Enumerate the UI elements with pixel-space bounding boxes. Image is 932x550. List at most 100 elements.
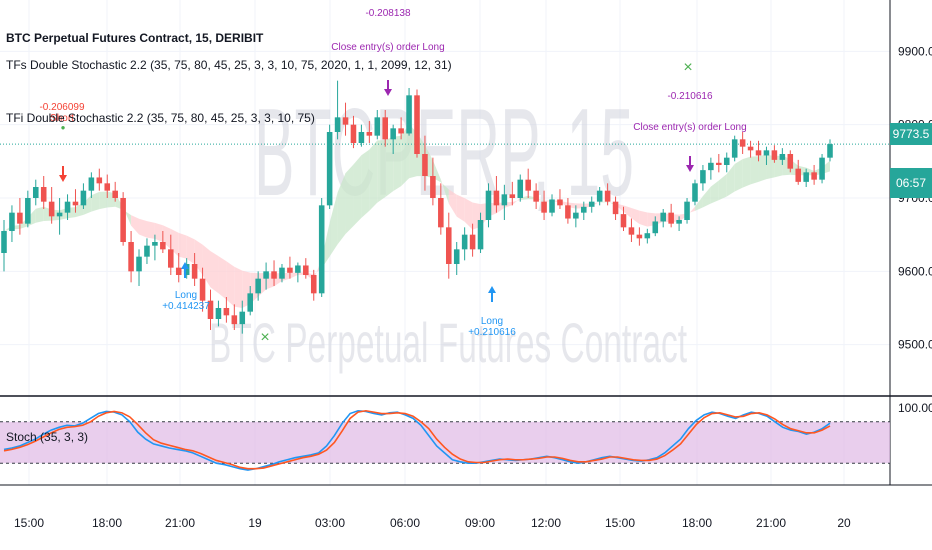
bull-band-segment: [369, 140, 378, 211]
bear-band-segment: [131, 215, 140, 235]
time-tick-label: 20: [837, 516, 851, 530]
bull-band-segment: [377, 140, 386, 203]
candle: [501, 194, 508, 206]
time-tick-label: 19: [248, 516, 262, 530]
candle: [453, 249, 460, 264]
price-tick-label: 9600.0: [898, 264, 932, 278]
candle: [25, 198, 31, 224]
candle: [787, 154, 794, 169]
candle: [795, 168, 802, 182]
bear-band-segment: [591, 201, 600, 207]
long-arrow-icon: [181, 262, 189, 278]
time-tick-label: 09:00: [465, 516, 495, 530]
trade-label-close: Close entry(s) order Long: [633, 122, 746, 133]
candle: [581, 206, 587, 213]
candle: [763, 150, 770, 156]
candle: [72, 201, 79, 206]
bull-band-segment: [694, 196, 703, 211]
candle: [215, 308, 222, 319]
candle: [660, 212, 666, 222]
bear-band-segment: [456, 194, 465, 222]
candle: [136, 256, 142, 272]
candle: [144, 245, 150, 257]
bull-band-segment: [337, 173, 346, 245]
bull-band-segment: [35, 206, 44, 223]
bull-band-segment: [710, 180, 719, 204]
bull-band-segment: [758, 154, 767, 182]
bull-band-segment: [83, 195, 92, 215]
candle: [779, 154, 786, 160]
trade-label-close-pnl: -0.210616: [667, 91, 712, 102]
candle: [604, 190, 611, 202]
candle: [168, 249, 174, 268]
candle: [819, 157, 825, 180]
candle: [811, 172, 817, 180]
candle: [271, 271, 277, 279]
candle: [263, 271, 269, 279]
trade-label-close: Close entry(s) order Long: [331, 42, 444, 53]
trade-label-long: +0.210616: [468, 327, 516, 338]
candle: [723, 157, 730, 165]
candle: [128, 242, 134, 272]
candle: [48, 201, 55, 217]
candle: [461, 234, 468, 250]
candle: [573, 212, 579, 219]
price-tick-label: 9500.0: [898, 338, 932, 352]
trade-label-short: -0.206099: [39, 102, 84, 113]
candle: [684, 201, 690, 220]
candle: [700, 170, 706, 184]
strategy-legend-tfi[interactable]: TFi Double Stochastic 2.2 (35, 75, 80, 4…: [6, 111, 315, 125]
candle: [509, 194, 516, 198]
bear-band-segment: [234, 266, 243, 309]
candle: [255, 278, 261, 294]
candle: [303, 265, 309, 275]
candle: [485, 190, 492, 220]
candle: [652, 221, 659, 234]
candle: [445, 227, 452, 264]
bear-band-segment: [146, 221, 155, 239]
short-arrow-icon: [59, 166, 67, 182]
watermark-symbol: BTCPERP, 15: [254, 84, 634, 222]
candle: [755, 150, 762, 156]
bear-band-segment: [464, 198, 473, 230]
candle: [152, 242, 158, 246]
candle: [438, 198, 444, 228]
candle: [596, 190, 603, 202]
close-arrow-icon: [384, 80, 392, 96]
candle: [692, 183, 698, 202]
candle: [96, 177, 103, 184]
strategy-legend-tfs[interactable]: TFs Double Stochastic 2.2 (35, 75, 80, 4…: [6, 58, 452, 72]
bull-band-segment: [536, 197, 545, 202]
candle: [557, 199, 563, 206]
bull-band-segment: [75, 202, 84, 218]
candle: [160, 242, 166, 250]
candle: [636, 234, 643, 239]
candle: [342, 117, 349, 125]
countdown-tag: 06:57: [890, 168, 932, 198]
candle: [175, 267, 182, 275]
candle: [231, 315, 238, 325]
candle: [1, 231, 7, 253]
trade-label-close-pnl: -0.208138: [365, 8, 410, 19]
candle: [358, 132, 365, 143]
candle: [88, 177, 95, 191]
time-tick-label: 21:00: [165, 516, 195, 530]
candle: [430, 176, 436, 198]
bull-band-segment: [766, 154, 775, 180]
bull-band-segment: [718, 173, 727, 201]
time-tick-label: 12:00: [531, 516, 561, 530]
bull-band-segment: [353, 155, 362, 227]
exit-x-icon: ×: [260, 329, 269, 346]
bull-band-segment: [345, 164, 354, 234]
stoch-k-line: [3, 409, 831, 471]
close-arrow-icon: [686, 156, 694, 172]
candle: [549, 199, 555, 213]
candle: [40, 187, 47, 202]
bull-band-segment: [91, 191, 100, 212]
bear-band-segment: [623, 205, 632, 219]
exit-x-icon: ×: [683, 59, 692, 76]
candle: [80, 190, 87, 206]
stoch-legend[interactable]: Stoch (35, 3, 3): [6, 430, 89, 444]
